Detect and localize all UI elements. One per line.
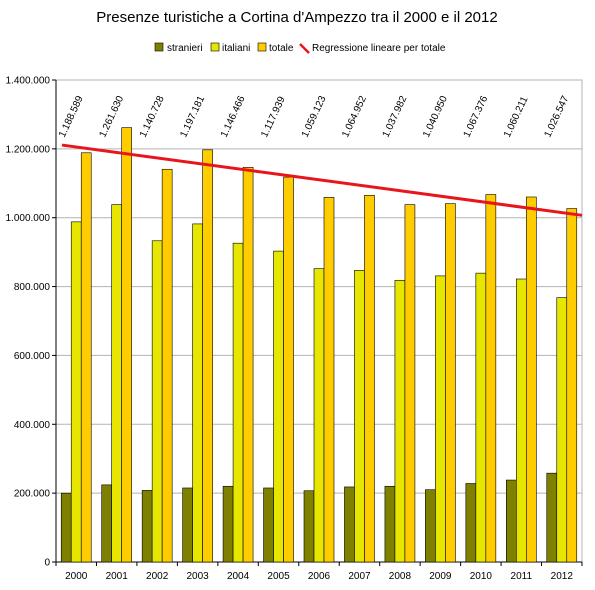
bar-totale: [80, 152, 92, 563]
legend-label-italiani: italiani: [222, 43, 250, 54]
y-tick-label: 1.200.000: [6, 144, 51, 155]
data-label-totale: 1.117.939: [259, 95, 288, 140]
bar-stranieri: [344, 486, 355, 563]
bar-totale: [364, 195, 375, 563]
x-tick-label: 2012: [551, 571, 574, 582]
x-tick-label: 2009: [429, 571, 452, 582]
bar-totale: [202, 149, 213, 563]
data-label-totale: 1.026.547: [543, 94, 572, 139]
bar-totale: [566, 208, 578, 563]
x-tick-label: 2010: [470, 571, 493, 582]
legend-swatch-italiani: [210, 42, 220, 52]
bar-totale: [485, 194, 497, 563]
x-tick-label: 2002: [146, 571, 169, 582]
bar-italiani: [313, 268, 325, 563]
data-label-totale: 1.040.950: [421, 94, 450, 139]
data-label-totale: 1.067.376: [462, 94, 491, 139]
x-tick-label: 2007: [348, 571, 371, 582]
legend-swatch-trendline: [299, 43, 310, 54]
trendline-group: [61, 143, 583, 217]
legend-label-totale: totale: [269, 43, 294, 54]
bar-totale: [121, 127, 132, 563]
x-tick-label: 2006: [308, 571, 331, 582]
bar-italiani: [273, 250, 284, 563]
y-tick-label: 1.400.000: [6, 76, 51, 87]
data-label-totale: 1.188.589: [57, 94, 86, 139]
bar-italiani: [232, 242, 244, 563]
bar-italiani: [354, 270, 365, 563]
bar-totale: [445, 203, 456, 563]
legend: stranieri italiani totale Regressione li…: [154, 42, 446, 54]
bar-totale: [404, 204, 416, 563]
data-labels: 1.188.589 1.261.630 1.140.728 1.197.181 1.14…: [57, 94, 571, 139]
data-label-totale: 1.064.952: [340, 94, 369, 139]
trendline: [61, 143, 583, 217]
y-tick-label: 1.000.000: [6, 213, 51, 224]
legend-swatch-stranieri: [154, 42, 164, 52]
x-tick-label: 2004: [227, 571, 250, 582]
bar-totale: [323, 197, 335, 563]
bar-totale: [526, 196, 537, 563]
bar-stranieri: [101, 484, 112, 563]
bar-stranieri: [465, 483, 477, 563]
y-axis: 0 200.000 400.000 600.000 800.000 1.000.000 1.…: [6, 76, 57, 569]
x-tick-label: 2003: [186, 571, 209, 582]
data-label-totale: 1.059.123: [300, 94, 329, 139]
data-label-totale: 1.146.466: [219, 94, 248, 139]
data-label-totale: 1.197.181: [178, 94, 207, 139]
bar-totale: [283, 176, 294, 563]
legend-label-trendline: Regressione lineare per totale: [312, 43, 446, 54]
bar-stranieri: [222, 485, 234, 563]
bar-totale: [161, 168, 173, 563]
y-tick-label: 800.000: [14, 282, 51, 293]
bar-stranieri: [60, 492, 72, 563]
x-tick-label: 2001: [106, 571, 129, 582]
x-tick-label: 2008: [389, 571, 412, 582]
data-label-totale: 1.140.728: [138, 94, 167, 139]
y-tick-label: 600.000: [14, 351, 51, 362]
bar-italiani: [111, 204, 122, 563]
bar-stranieri: [141, 490, 153, 563]
bars: [60, 127, 578, 563]
bar-stranieri: [182, 487, 193, 563]
bar-italiani: [516, 278, 527, 563]
legend-swatch-totale: [257, 42, 267, 52]
x-tick-label: 2011: [511, 571, 533, 582]
bar-italiani: [394, 280, 406, 563]
bar-italiani: [70, 221, 82, 563]
chart-title: Presenze turistiche a Cortina d'Ampezzo …: [96, 9, 497, 26]
bar-italiani: [435, 275, 446, 563]
x-tick-label: 2005: [267, 571, 290, 582]
bar-italiani: [475, 272, 487, 563]
bar-stranieri: [546, 472, 558, 563]
data-label-totale: 1.037.982: [381, 94, 410, 139]
legend-label-stranieri: stranieri: [167, 43, 203, 54]
y-tick-label: 200.000: [14, 489, 51, 500]
x-axis: 2000 2001 2002 2003 2004 2005 2006 2007 2008 2009…: [55, 561, 583, 582]
y-tick-label: 400.000: [14, 420, 51, 431]
x-tick-label: 2000: [65, 571, 88, 582]
bar-stranieri: [303, 490, 315, 563]
bar-stranieri: [263, 487, 274, 563]
bar-stranieri: [506, 479, 517, 563]
bar-stranieri: [384, 485, 396, 563]
y-tick-label: 0: [44, 558, 50, 569]
bar-totale: [242, 166, 254, 563]
bar-italiani: [151, 240, 163, 563]
bar-italiani: [556, 297, 568, 563]
data-label-totale: 1.060.211: [502, 95, 531, 140]
bar-italiani: [192, 223, 203, 563]
bar-stranieri: [425, 489, 436, 563]
